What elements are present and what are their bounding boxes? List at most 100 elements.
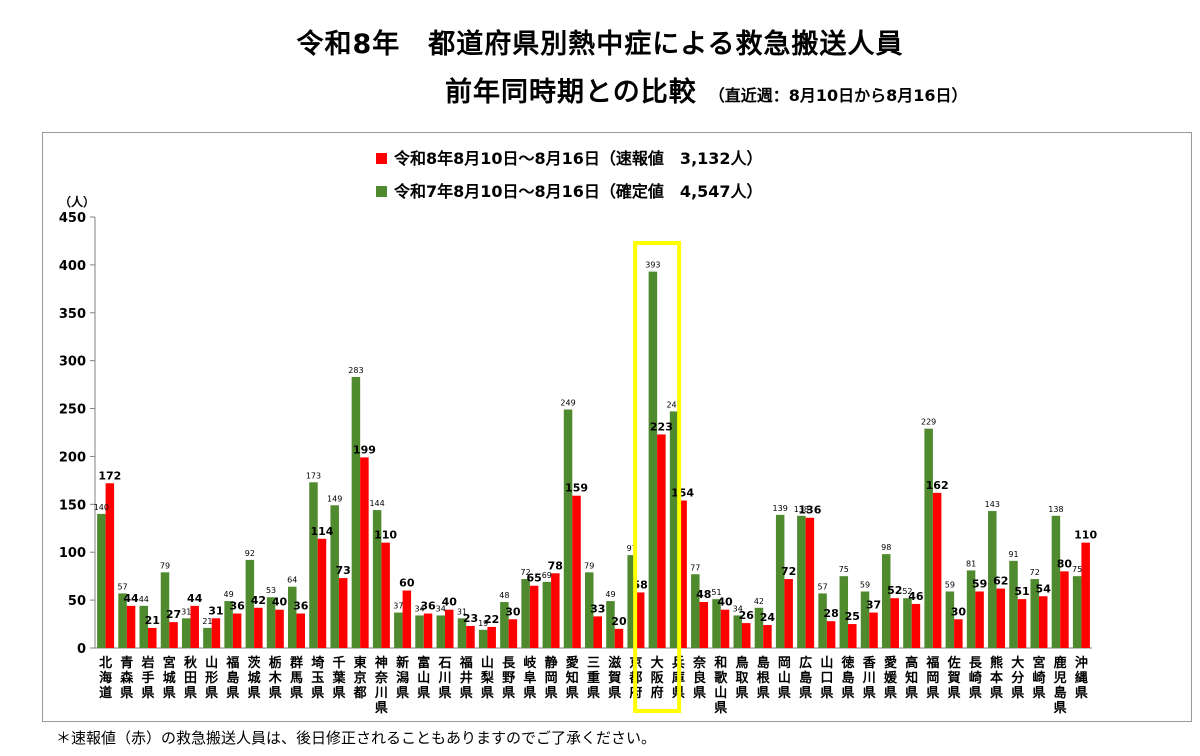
data-label-prev-year: 59 — [860, 580, 870, 589]
data-label-current-year: 42 — [251, 594, 266, 607]
bar-current-year — [657, 434, 666, 648]
x-tick-label: 千葉県 — [331, 655, 346, 701]
bar-prev-year — [415, 615, 424, 648]
bar-current-year — [148, 627, 157, 648]
bar-current-year — [211, 618, 221, 648]
data-label-prev-year: 173 — [306, 471, 321, 480]
x-tick-label: 群馬県 — [290, 655, 303, 701]
data-label-current-year: 114 — [310, 525, 333, 538]
bar-current-year — [593, 616, 602, 648]
data-label-prev-year: 81 — [966, 559, 976, 568]
data-label-current-year: 37 — [866, 599, 881, 612]
chart-frame — [42, 132, 1192, 722]
bar-prev-year — [712, 599, 721, 648]
x-tick-label: 茨城県 — [248, 655, 262, 701]
data-label-prev-year: 247 — [666, 400, 681, 409]
x-tick-label: 福井県 — [459, 655, 473, 701]
legend: 令和8年8月10日～8月16日（速報値 3,132人） 令和7年8月10日～8月1… — [376, 149, 763, 201]
x-tick-label: 大阪府 — [651, 655, 665, 701]
data-label-prev-year: 34 — [414, 604, 424, 613]
data-label-current-year: 33 — [590, 602, 605, 615]
data-label-prev-year: 143 — [985, 500, 1000, 509]
x-tick-label: 鳥取県 — [735, 655, 749, 701]
data-label-current-year: 44 — [123, 592, 139, 605]
bar-prev-year — [1051, 515, 1061, 648]
data-label-current-year: 24 — [760, 611, 776, 624]
data-label-prev-year: 31 — [181, 607, 191, 616]
data-label-prev-year: 97 — [627, 544, 637, 553]
x-tick-label: 奈良県 — [692, 655, 707, 701]
y-tick-label: 450 — [59, 211, 86, 226]
data-label-current-year: 62 — [993, 575, 1008, 588]
bar-prev-year — [585, 572, 594, 648]
x-tick-label: 宮崎県 — [1032, 655, 1045, 701]
data-label-prev-year: 149 — [327, 494, 342, 503]
x-tick-label: 佐賀県 — [947, 655, 961, 701]
x-tick-label: 香川県 — [862, 655, 877, 701]
bar-prev-year — [351, 376, 361, 648]
bar-current-year — [784, 579, 793, 648]
x-tick-label: 福島県 — [225, 655, 239, 701]
bar-current-year — [572, 495, 581, 648]
x-tick-label: 鹿児島県 — [1053, 655, 1067, 716]
data-label-current-year: 36 — [293, 600, 309, 613]
x-tick-label: 石川県 — [438, 656, 452, 701]
legend-label: 令和8年8月10日～8月16日（速報値 3,132人） — [393, 149, 763, 168]
bar-current-year — [317, 538, 327, 648]
data-label-prev-year: 48 — [499, 591, 509, 600]
data-label-current-year: 223 — [650, 420, 673, 433]
data-label-prev-year: 49 — [605, 590, 615, 599]
bar-prev-year — [478, 629, 488, 648]
bar-current-year — [911, 603, 921, 648]
bar-current-year — [720, 609, 730, 648]
data-label-prev-year: 139 — [773, 504, 788, 513]
data-label-current-year: 172 — [98, 469, 121, 482]
bar-prev-year — [224, 601, 233, 648]
legend-label: 令和7年8月10日～8月16日（確定値 4,547人） — [393, 182, 763, 201]
bar-prev-year — [436, 615, 446, 648]
bar-prev-year — [288, 586, 297, 648]
bar-prev-year — [945, 591, 955, 648]
bar-current-year — [848, 624, 857, 648]
x-tick-label: 宮城県 — [163, 655, 176, 701]
x-tick-label: 神奈川県 — [374, 655, 389, 716]
bar-prev-year — [754, 607, 764, 648]
bar-current-year — [996, 588, 1006, 648]
data-label-current-year: 40 — [442, 596, 458, 609]
data-label-current-year: 44 — [187, 592, 203, 605]
data-label-current-year: 31 — [208, 604, 223, 617]
data-label-prev-year: 57 — [117, 582, 127, 591]
x-tick-label: 愛知県 — [566, 655, 579, 701]
bar-current-year — [381, 542, 390, 648]
bar-prev-year — [881, 554, 891, 648]
bar-prev-year — [245, 559, 255, 648]
x-tick-label: 島根県 — [757, 655, 771, 701]
x-tick-label: 沖縄県 — [1075, 655, 1088, 701]
bar-current-year — [232, 613, 242, 648]
data-label-current-year: 28 — [823, 607, 838, 620]
data-label-prev-year: 42 — [754, 597, 764, 606]
x-tick-label: 秋田県 — [184, 655, 198, 701]
data-label-current-year: 40 — [717, 596, 733, 609]
data-label-prev-year: 72 — [1030, 568, 1040, 577]
bar-current-year — [741, 623, 751, 648]
bar-current-year — [678, 500, 687, 648]
bar-current-year — [890, 598, 899, 648]
bar-prev-year — [606, 601, 615, 648]
x-tick-label: 滋賀県 — [607, 655, 621, 701]
bar-prev-year — [1009, 560, 1018, 648]
data-label-current-year: 110 — [374, 529, 397, 542]
data-label-current-year: 78 — [548, 559, 563, 572]
bar-current-year — [254, 607, 263, 648]
data-label-prev-year: 144 — [369, 499, 384, 508]
bar-prev-year — [394, 612, 403, 648]
bar-prev-year — [691, 574, 700, 648]
bar-prev-year — [733, 615, 742, 648]
data-label-prev-year: 249 — [560, 399, 575, 408]
bar-prev-year — [139, 605, 149, 648]
bar-current-year — [1060, 571, 1069, 648]
bar-prev-year — [1072, 576, 1082, 648]
bar-current-year — [551, 573, 560, 648]
highlight-box — [633, 241, 682, 713]
